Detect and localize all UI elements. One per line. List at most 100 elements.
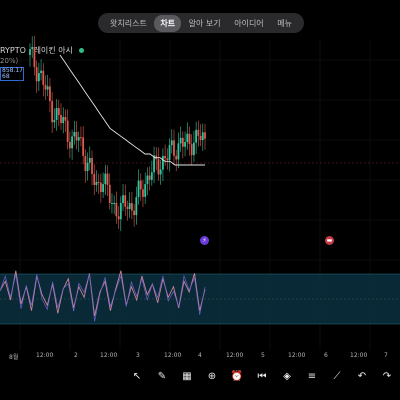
symbol-name: RYPTO · 레이킨 아시 (0, 46, 73, 55)
candle-body (73, 132, 76, 137)
tab-menu[interactable]: 메뉴 (277, 18, 292, 28)
candle-body (77, 137, 80, 141)
candle-body (168, 145, 171, 160)
tab-explore[interactable]: 알아 보기 (188, 18, 221, 28)
time-axis-label: 6 (324, 352, 328, 359)
candle-body (153, 155, 155, 173)
candle-body (195, 129, 198, 143)
candle-body (57, 108, 60, 116)
candle-body (44, 84, 47, 90)
candle-body (179, 137, 182, 144)
candle-body (193, 142, 195, 156)
tab-watchlist[interactable]: 왓치리스트 (110, 18, 147, 28)
time-axis-label: 7 (384, 352, 388, 359)
candle-body (66, 120, 69, 142)
candle-body (29, 49, 31, 55)
candle-body (173, 140, 175, 156)
candle-body (188, 133, 191, 145)
candle-body (197, 129, 200, 136)
candle-body (42, 70, 45, 85)
candle-body (55, 108, 58, 121)
candle-body (148, 175, 151, 180)
candle-body (199, 135, 202, 141)
candle-body (119, 203, 122, 220)
candle-body (181, 137, 184, 147)
candle-body (37, 73, 40, 82)
drawing-icon[interactable]: ✎ (157, 370, 167, 382)
flag-event-icon[interactable]: ▬ (325, 236, 334, 245)
candle-body (108, 184, 111, 204)
candle-body (190, 144, 193, 156)
time-axis-label: 5 (261, 352, 265, 359)
candle-body (104, 173, 107, 185)
candle-body (166, 158, 169, 160)
price-box-line2: 68 (2, 73, 10, 80)
candle-body (139, 180, 142, 190)
time-axis-label: 12:00 (350, 352, 368, 359)
plus-icon[interactable]: ⊕ (207, 370, 217, 382)
candle-body (184, 142, 186, 147)
candle-body (170, 140, 173, 146)
candle-body (130, 203, 133, 211)
time-axis-label: 4 (198, 352, 202, 359)
top-tab-bar: 왓치리스트 차트 알아 보기 아이디어 메뉴 (98, 13, 304, 33)
candle-body (135, 197, 138, 216)
moving-average-line (59, 54, 205, 166)
candle-body (204, 132, 206, 139)
candle-body (115, 202, 118, 217)
layers-icon[interactable]: ◈ (283, 370, 291, 382)
time-axis-label: 12:00 (288, 352, 306, 359)
candle-body (106, 173, 109, 185)
time-axis-label: 12:00 (164, 352, 182, 359)
candle-body (68, 141, 71, 149)
candle-body (86, 162, 89, 172)
candle-body (88, 157, 91, 163)
candle-body (111, 202, 113, 204)
lightning-event-icon[interactable]: ⚡ (200, 236, 209, 245)
candle-body (201, 132, 204, 141)
candle-body (31, 46, 34, 50)
cursor-icon[interactable]: ↖ (132, 370, 142, 382)
price-candles (29, 35, 206, 231)
price-change: 20%) (0, 57, 19, 65)
alarm-icon[interactable]: ⏰ (230, 370, 244, 382)
candle-body (150, 172, 153, 180)
candle-body (157, 159, 160, 175)
trend-icon[interactable]: ⟋ (333, 370, 341, 382)
candle-body (124, 195, 127, 207)
candle-body (82, 137, 85, 156)
redo-icon[interactable]: ↷ (382, 370, 392, 382)
grid-icon[interactable]: ▦ (182, 370, 192, 382)
candle-body (46, 86, 49, 90)
replay-icon[interactable]: ⏮ (257, 370, 267, 382)
market-open-dot (78, 48, 84, 53)
tab-chart[interactable]: 차트 (154, 14, 182, 32)
time-axis-label: 2 (74, 352, 78, 359)
time-axis-label: 8월 (9, 354, 19, 361)
bottom-toolbar: ↖ ✎ ▦ ⊕ ⏰ ⏮ ◈ ≡ ⟋ ↶ ↷ (130, 368, 400, 384)
candle-body (49, 86, 51, 102)
candle-body (164, 155, 167, 159)
tab-ideas[interactable]: 아이디어 (234, 18, 264, 28)
candle-body (40, 70, 42, 74)
candle-body (146, 175, 149, 185)
candle-body (142, 189, 144, 197)
time-axis-label: 12:00 (36, 352, 54, 359)
candle-body (128, 203, 131, 209)
candle-body (175, 155, 178, 160)
undo-icon[interactable]: ↶ (357, 370, 367, 382)
time-axis-label: 3 (136, 352, 140, 359)
symbol-title[interactable]: RYPTO · 레이킨 아시 (0, 45, 84, 56)
candle-body (133, 210, 136, 216)
settings-icon[interactable]: ≡ (307, 370, 317, 382)
buy-price-box[interactable]: 858.17 68 (0, 67, 24, 81)
candle-body (117, 216, 120, 220)
candle-body (60, 115, 62, 124)
candle-body (84, 155, 87, 172)
rsi-signal-line (0, 273, 206, 322)
candle-body (99, 182, 102, 193)
candle-body (95, 181, 98, 185)
candle-body (93, 173, 96, 185)
candle-body (64, 116, 67, 121)
